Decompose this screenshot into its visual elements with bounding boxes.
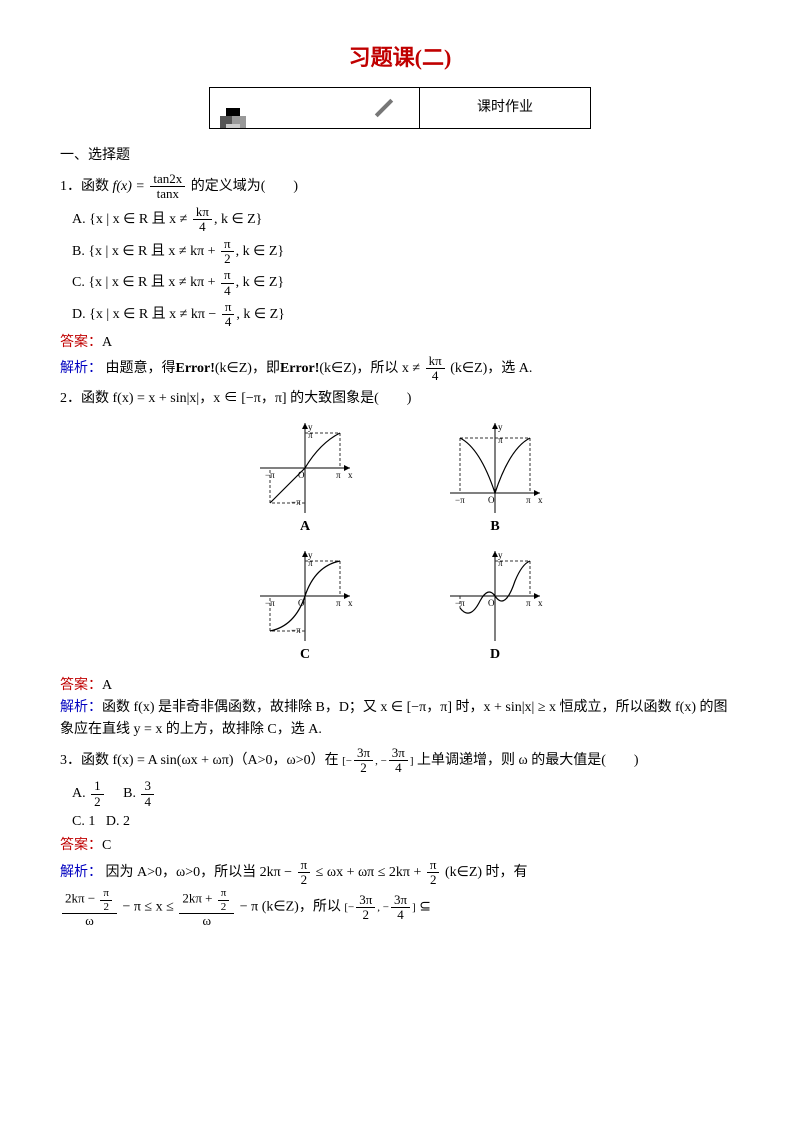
svg-text:π: π — [498, 435, 503, 445]
header-label: 课时作业 — [420, 88, 590, 128]
q3-optCD: C. 1 D. 2 — [72, 811, 740, 833]
q3-optAB: A. 12 B. 34 — [72, 779, 740, 809]
label: B — [435, 516, 555, 538]
text: 1．函数 — [60, 179, 113, 194]
q2-answer: 答案：A — [60, 675, 740, 697]
svg-text:y: y — [498, 422, 503, 432]
graph-A: yx O −ππ π−π A — [245, 418, 365, 538]
label: D — [435, 644, 555, 666]
pencil-icon — [371, 94, 399, 122]
q1-answer: 答案：A — [60, 332, 740, 354]
svg-text:−π: −π — [455, 495, 465, 505]
svg-text:π: π — [526, 598, 531, 608]
svg-text:−π: −π — [291, 497, 301, 507]
svg-text:x: x — [348, 598, 353, 608]
header-box: 课时作业 — [209, 87, 591, 129]
svg-text:x: x — [538, 495, 543, 505]
q3-answer: 答案：C — [60, 835, 740, 857]
q2-stem: 2．函数 f(x) = x + sin|x|，x ∈ [−π，π] 的大致图象是… — [60, 388, 740, 410]
svg-text:π: π — [498, 558, 503, 568]
q3-explain-2: 2kπ − π2ω − π ≤ x ≤ 2kπ + π2ω − π (k∈Z)，… — [60, 887, 740, 927]
graph-B: y x O −π π π B — [435, 418, 555, 538]
q1-optC: C. {x | x ∈ R 且 x ≠ kπ + π4, k ∈ Z} — [72, 268, 740, 298]
header-decor — [210, 88, 420, 128]
text: f(x) = — [113, 179, 149, 194]
svg-text:x: x — [538, 598, 543, 608]
svg-text:π: π — [308, 558, 313, 568]
text: 的定义域为( ) — [191, 179, 298, 194]
graph-C: yx O −ππ π−π C — [245, 546, 365, 666]
svg-text:π: π — [336, 470, 341, 480]
label: A — [245, 516, 365, 538]
svg-text:−π: −π — [291, 625, 301, 635]
q1-explain: 解析： 由题意，得Error!(k∈Z)，即Error!(k∈Z)，所以 x ≠… — [60, 354, 740, 384]
fraction: tan2xtanx — [150, 172, 185, 202]
svg-text:π: π — [336, 598, 341, 608]
svg-text:π: π — [308, 430, 313, 440]
page-title: 习题课(二) — [60, 40, 740, 75]
svg-text:O: O — [488, 598, 495, 608]
q1-optB: B. {x | x ∈ R 且 x ≠ kπ + π2, k ∈ Z} — [72, 237, 740, 267]
graph-D: yx O −ππ π D — [435, 546, 555, 666]
q3-explain-1: 解析： 因为 A>0，ω>0，所以当 2kπ − π2 ≤ ωx + ωπ ≤ … — [60, 858, 740, 888]
graph-row-2: yx O −ππ π−π C yx O −ππ π D — [60, 546, 740, 666]
svg-text:π: π — [526, 495, 531, 505]
q1-optA: A. {x | x ∈ R 且 x ≠ kπ4, k ∈ Z} — [72, 205, 740, 235]
graph-row-1: y x O −π π π −π A y x O −π π π B — [60, 418, 740, 538]
q1-optD: D. {x | x ∈ R 且 x ≠ kπ − π4, k ∈ Z} — [72, 300, 740, 330]
svg-text:O: O — [488, 495, 495, 505]
q1-stem: 1．函数 f(x) = tan2xtanx 的定义域为( ) — [60, 172, 740, 202]
svg-text:x: x — [348, 470, 353, 480]
label: C — [245, 644, 365, 666]
section-heading: 一、选择题 — [60, 145, 740, 167]
q3-stem: 3．函数 f(x) = A sin(ωx + ωπ)（A>0，ω>0）在 [−3… — [60, 746, 740, 776]
q2-explain: 解析：函数 f(x) 是非奇非偶函数，故排除 B，D；又 x ∈ [−π，π] … — [60, 697, 740, 742]
